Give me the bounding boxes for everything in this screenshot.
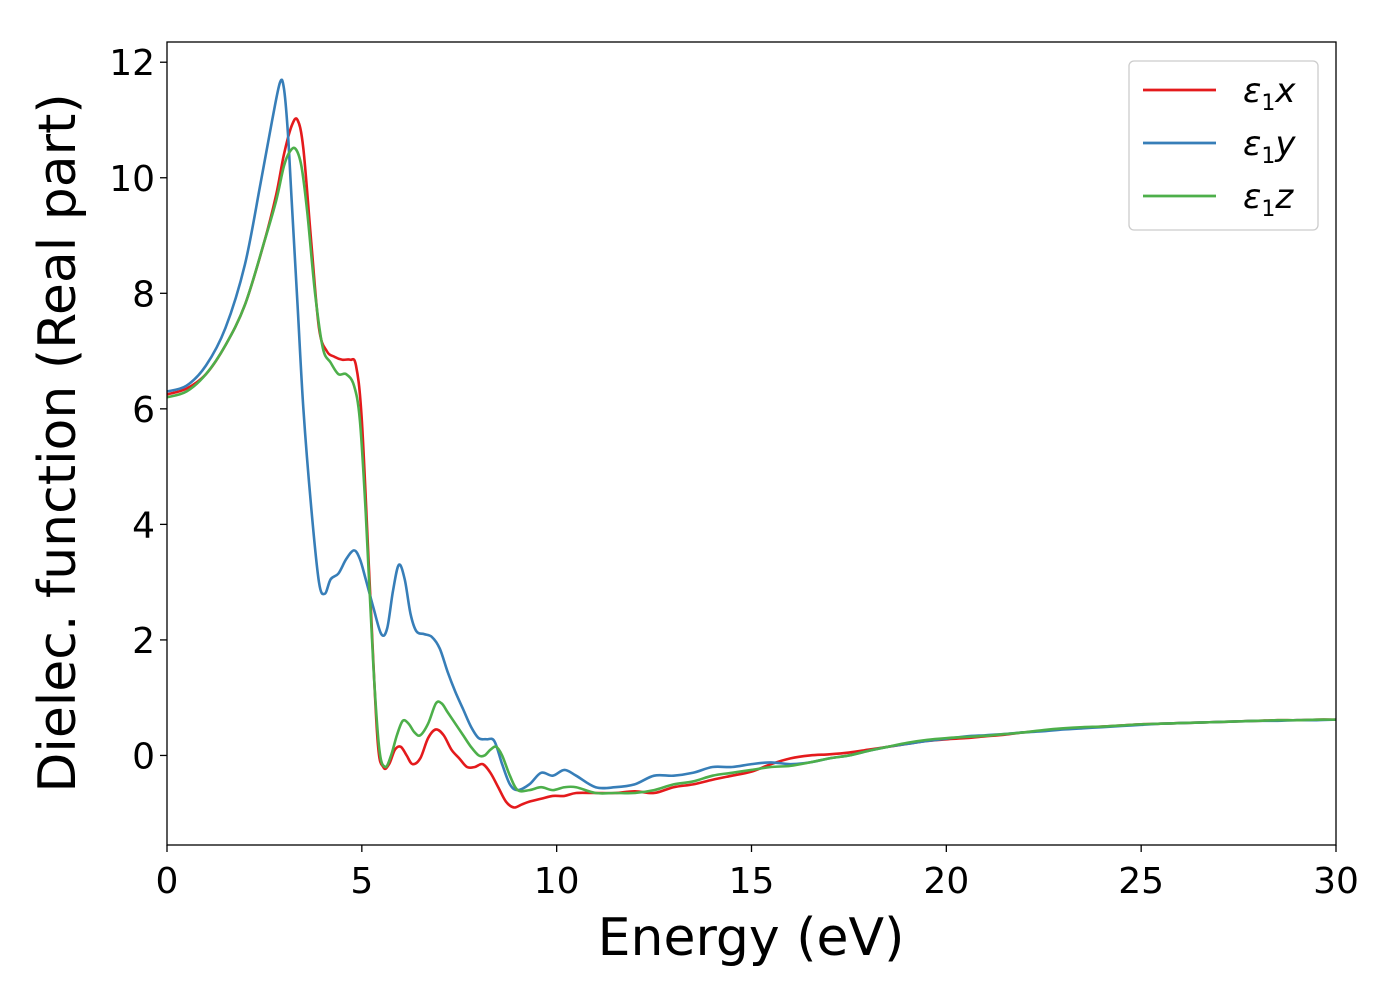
x-tick-label: 25 xyxy=(1118,861,1164,902)
x-tick-label: 15 xyxy=(729,861,775,902)
y-axis-ticks: 0 2 4 6 8 10 12 xyxy=(109,43,167,777)
legend-box xyxy=(1128,60,1319,231)
x-tick-label: 0 xyxy=(156,861,179,902)
y-tick-label: 6 xyxy=(132,390,155,431)
y-tick-label: 12 xyxy=(109,43,155,84)
legend-label-x: ε1x xyxy=(1243,71,1296,116)
y-axis-title: Dielec. function (Real part) xyxy=(28,93,88,792)
y-tick-label: 8 xyxy=(132,274,155,315)
x-tick-label: 5 xyxy=(350,861,373,902)
x-tick-label: 30 xyxy=(1313,861,1359,902)
series-line-z xyxy=(167,146,1336,795)
x-tick-label: 10 xyxy=(534,861,580,902)
series-lines xyxy=(167,78,1336,809)
legend: ε1x ε1y ε1z xyxy=(1128,60,1319,231)
y-tick-label: 4 xyxy=(132,505,155,546)
y-tick-label: 2 xyxy=(132,621,155,662)
x-tick-label: 20 xyxy=(923,861,969,902)
y-tick-label: 0 xyxy=(132,736,155,777)
x-axis-ticks: 0 5 10 15 20 25 30 xyxy=(156,845,1359,902)
y-tick-label: 10 xyxy=(109,159,155,200)
legend-label-y: ε1y xyxy=(1243,124,1296,169)
x-axis-title: Energy (eV) xyxy=(598,908,905,968)
legend-label-z: ε1z xyxy=(1243,177,1294,222)
